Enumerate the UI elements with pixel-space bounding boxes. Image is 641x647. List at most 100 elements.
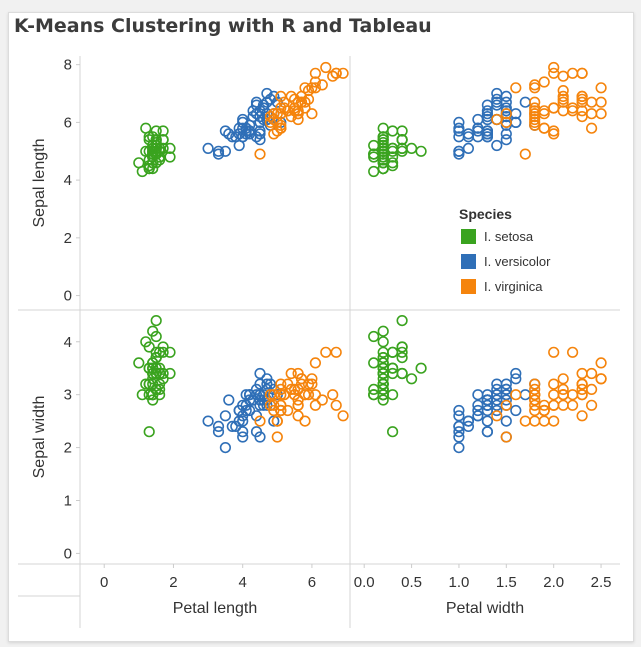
data-point (154, 383, 166, 396)
data-point (377, 134, 389, 146)
data-point (247, 110, 259, 123)
data-point (472, 410, 484, 422)
data-point (481, 404, 494, 417)
x-tick-label: 0.0 (354, 574, 375, 591)
data-point (377, 383, 389, 396)
data-point (519, 96, 531, 108)
data-point (538, 108, 550, 120)
data-point (566, 346, 579, 358)
data-marks (133, 61, 607, 454)
data-point (481, 399, 494, 411)
data-point (538, 404, 550, 417)
data-point (557, 383, 569, 396)
data-point (368, 357, 380, 369)
data-point (271, 415, 283, 427)
data-point (285, 110, 297, 123)
data-point (481, 426, 494, 438)
data-point (147, 157, 159, 169)
data-point (143, 163, 155, 175)
x-tick-label: 2 (169, 574, 177, 591)
data-point (396, 315, 408, 327)
data-point (510, 373, 522, 385)
data-point (230, 420, 242, 433)
chart-title: K-Means Clustering with R and Tableau (14, 15, 432, 37)
data-point (548, 399, 560, 411)
data-point (330, 67, 342, 79)
data-point (557, 93, 569, 105)
data-point (275, 122, 287, 134)
data-point (330, 399, 342, 411)
data-point (377, 367, 389, 380)
data-point (226, 420, 238, 433)
data-point (510, 389, 522, 401)
data-point (275, 119, 287, 131)
data-point (275, 90, 287, 102)
data-point (237, 431, 249, 443)
data-point (254, 367, 266, 380)
y-tick-label: 0 (64, 545, 72, 562)
data-point (289, 383, 301, 396)
data-point (268, 90, 280, 102)
data-point (566, 105, 579, 117)
data-point (244, 125, 256, 137)
data-point (240, 399, 252, 411)
data-point (595, 357, 607, 369)
data-point (316, 79, 328, 91)
data-point (595, 96, 607, 108)
data-point (453, 426, 465, 438)
data-point (510, 404, 522, 417)
data-point (268, 389, 280, 401)
x-tick-label: 0.5 (401, 574, 422, 591)
data-point (453, 410, 465, 422)
data-point (576, 383, 588, 396)
data-point (585, 108, 598, 120)
data-point (143, 362, 155, 374)
y-tick-label: 2 (64, 440, 72, 457)
data-point (396, 341, 408, 353)
data-point (500, 96, 512, 108)
data-point (219, 410, 231, 422)
y-tick-label: 0 (64, 288, 72, 305)
data-point (406, 142, 418, 154)
data-point (302, 389, 315, 401)
data-point (264, 93, 277, 105)
data-point (481, 394, 494, 406)
data-point (576, 93, 588, 105)
data-point (529, 415, 541, 427)
data-point (309, 389, 322, 401)
data-point (548, 61, 560, 74)
data-point (302, 93, 315, 105)
data-point (330, 346, 342, 358)
data-point (538, 415, 550, 427)
data-point (595, 108, 607, 120)
y-axis-title: Sepal width (31, 396, 48, 479)
data-point (320, 61, 332, 74)
data-point (164, 367, 176, 380)
data-point (500, 378, 512, 390)
data-point (585, 367, 598, 380)
data-point (271, 108, 283, 120)
data-point (309, 82, 322, 94)
y-tick-label: 3 (64, 387, 72, 404)
data-point (223, 394, 235, 406)
data-point (415, 362, 427, 374)
legend-swatch (461, 254, 476, 269)
data-point (481, 105, 494, 117)
data-point (240, 128, 252, 140)
data-point (157, 125, 169, 137)
data-point (268, 128, 280, 140)
data-point (250, 108, 263, 120)
data-point (576, 410, 588, 422)
data-point (377, 394, 389, 406)
data-point (453, 442, 465, 454)
data-point (264, 110, 277, 123)
data-point (219, 125, 231, 137)
legend-swatch (461, 229, 476, 244)
data-point (576, 96, 588, 108)
data-point (147, 131, 159, 143)
data-point (387, 362, 399, 374)
data-point (500, 431, 512, 443)
data-point (299, 96, 311, 108)
data-point (164, 346, 176, 358)
